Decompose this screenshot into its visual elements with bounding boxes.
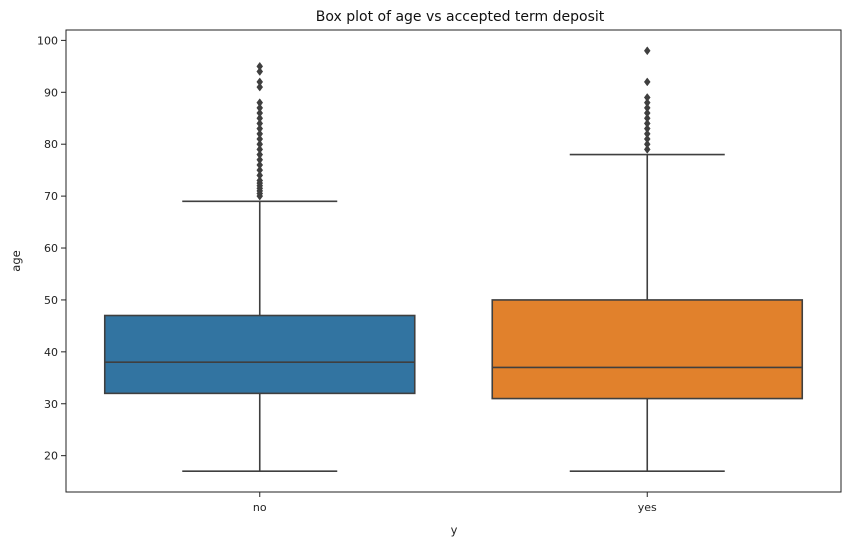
- outlier-point-no: [256, 129, 264, 139]
- outlier-point-no: [256, 170, 264, 180]
- outlier-point-no: [256, 103, 264, 113]
- outlier-point-no: [256, 144, 264, 154]
- outlier-point-yes: [643, 77, 651, 87]
- box-yes: [491, 299, 804, 400]
- outlier-point-no: [256, 134, 264, 144]
- outlier-point-no: [256, 155, 264, 165]
- outlier-point-no: [256, 176, 264, 185]
- outlier-point-no: [256, 108, 264, 118]
- outlier-point-no: [256, 67, 264, 76]
- outlier-point-no: [256, 77, 264, 87]
- chart-title: Box plot of age vs accepted term deposit: [316, 9, 605, 25]
- y-tick-label: 70: [44, 190, 58, 203]
- outlier-point-no: [256, 150, 264, 160]
- outlier-point-no: [256, 98, 264, 108]
- outlier-point-yes: [643, 46, 651, 56]
- outlier-point-no: [256, 119, 264, 128]
- outlier-point-yes: [643, 98, 651, 108]
- outlier-point-yes: [643, 124, 651, 134]
- x-axis-label: y: [451, 523, 458, 537]
- outlier-point-yes: [643, 108, 651, 118]
- y-tick-label: 100: [37, 34, 58, 47]
- plot-area: 20 30 40 50 60 70 80 90 100 no yes: [37, 34, 804, 514]
- y-tick-label: 30: [44, 398, 58, 411]
- x-tick-label: no: [253, 501, 267, 514]
- outlier-point-no: [256, 82, 264, 92]
- y-axis-label: age: [9, 250, 23, 271]
- outlier-point-yes: [643, 129, 651, 139]
- x-tick-label: yes: [638, 501, 657, 514]
- outlier-point-yes: [643, 139, 651, 149]
- outlier-point-no: [256, 61, 264, 71]
- outlier-point-no: [256, 139, 264, 149]
- outlier-point-yes: [643, 144, 651, 154]
- y-tick-label: 90: [44, 86, 58, 99]
- y-tick-label: 20: [44, 450, 58, 463]
- outlier-point-yes: [643, 119, 651, 128]
- outlier-point-yes: [643, 93, 651, 102]
- y-tick-label: 50: [44, 294, 58, 307]
- plot-frame: [65, 29, 842, 493]
- outlier-point-yes: [643, 134, 651, 144]
- outlier-point-yes: [643, 113, 651, 123]
- outlier-point-no: [256, 165, 264, 175]
- outlier-point-yes: [643, 103, 651, 113]
- box-no: [103, 314, 416, 395]
- outlier-point-no: [256, 160, 264, 170]
- y-tick-label: 80: [44, 138, 58, 151]
- y-tick-label: 40: [44, 346, 58, 359]
- outlier-point-no: [256, 113, 264, 123]
- y-tick-label: 60: [44, 242, 58, 255]
- outlier-point-no: [256, 124, 264, 134]
